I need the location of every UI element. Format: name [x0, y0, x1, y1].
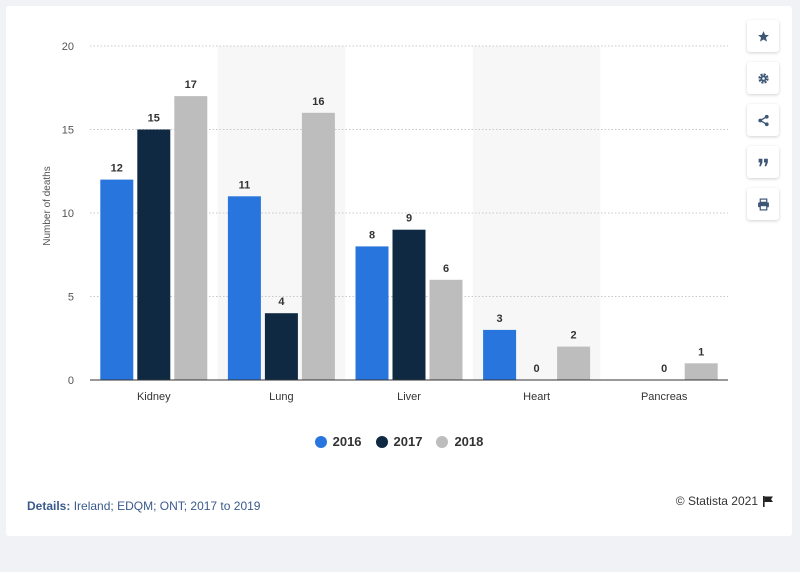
bar-2016-liver[interactable] [355, 246, 389, 380]
x-tick-label: Heart [523, 391, 550, 403]
data-label: 9 [406, 213, 412, 225]
legend-swatch [314, 435, 327, 448]
share-button[interactable] [747, 104, 779, 136]
legend-item-2016[interactable]: 2016 [314, 434, 362, 449]
y-tick-labels: 0 5 10 15 20 [62, 41, 74, 387]
x-tick-label: Kidney [137, 391, 171, 403]
print-button[interactable] [747, 188, 779, 220]
x-tick-label: Liver [397, 391, 421, 403]
legend-label: 2017 [393, 434, 423, 449]
settings-button[interactable] [747, 62, 779, 94]
legend-swatch [436, 435, 449, 448]
y-tick-label: 20 [62, 41, 74, 53]
bar-2016-heart[interactable] [483, 329, 517, 380]
x-tick-label: Pancreas [641, 391, 688, 403]
category-band [472, 46, 601, 380]
data-label: 0 [661, 363, 667, 375]
y-axis-label: Number of deaths [42, 166, 53, 246]
legend-label: 2016 [332, 434, 362, 449]
x-tick-label: Lung [269, 391, 293, 403]
bar-2018-kidney[interactable] [174, 96, 208, 380]
details-text[interactable]: Ireland; EDQM; ONT; 2017 to 2019 [73, 499, 261, 513]
chart-legend: 2016 2017 2018 [6, 434, 792, 449]
legend-item-2018[interactable]: 2018 [436, 434, 483, 449]
data-label: 0 [534, 363, 540, 375]
statista-credit: © Statista 2021 [676, 494, 774, 508]
data-label: 11 [239, 179, 251, 191]
data-label: 8 [369, 229, 375, 241]
data-label: 2 [571, 330, 577, 342]
data-label: 6 [443, 263, 449, 275]
y-tick-label: 10 [62, 208, 74, 220]
data-label: 3 [497, 313, 503, 325]
data-label: 12 [111, 163, 123, 175]
data-label: 4 [278, 296, 285, 308]
x-tick-labels: Kidney Lung Liver Heart Pancreas [137, 391, 688, 403]
favorite-button[interactable] [747, 20, 779, 52]
y-tick-label: 0 [68, 375, 74, 387]
chart-toolbar [747, 20, 779, 230]
bar-2017-lung[interactable] [264, 313, 298, 380]
quote-icon [758, 158, 768, 166]
bar-2017-kidney[interactable] [137, 129, 171, 381]
gear-icon [757, 72, 769, 84]
y-tick-label: 5 [68, 292, 74, 304]
bar-2018-lung[interactable] [301, 112, 335, 381]
bar-2018-pancreas[interactable] [684, 363, 718, 380]
legend-label: 2018 [454, 434, 484, 449]
legend-item-2017[interactable]: 2017 [375, 434, 423, 449]
bars [100, 96, 718, 381]
bar-2016-kidney[interactable] [100, 179, 134, 380]
cite-button[interactable] [747, 146, 779, 178]
bar-2018-liver[interactable] [429, 279, 463, 380]
data-label: 1 [698, 346, 704, 358]
flag-icon[interactable] [763, 495, 774, 507]
star-icon [757, 30, 769, 42]
bar-2017-liver[interactable] [392, 229, 426, 380]
details-label: Details: [27, 499, 71, 513]
chart-card: 0 5 10 15 20 12 15 17 11 4 16 8 9 6 3 0 2 0 1 Kidney Lung L… [6, 6, 792, 536]
legend-swatch [375, 435, 388, 448]
data-label: 17 [185, 79, 197, 91]
bar-2016-lung[interactable] [227, 196, 261, 380]
y-tick-label: 15 [62, 125, 74, 137]
data-label: 15 [148, 113, 160, 125]
bar-2018-heart[interactable] [557, 346, 591, 380]
credit-text[interactable]: © Statista 2021 [675, 494, 758, 508]
data-label: 16 [312, 96, 324, 108]
details-note: Details: Ireland; EDQM; ONT; 2017 to 201… [27, 499, 260, 513]
print-icon [757, 197, 769, 211]
data-labels: 12 15 17 11 4 16 8 9 6 3 0 2 0 1 [111, 79, 705, 375]
share-icon [757, 114, 769, 126]
